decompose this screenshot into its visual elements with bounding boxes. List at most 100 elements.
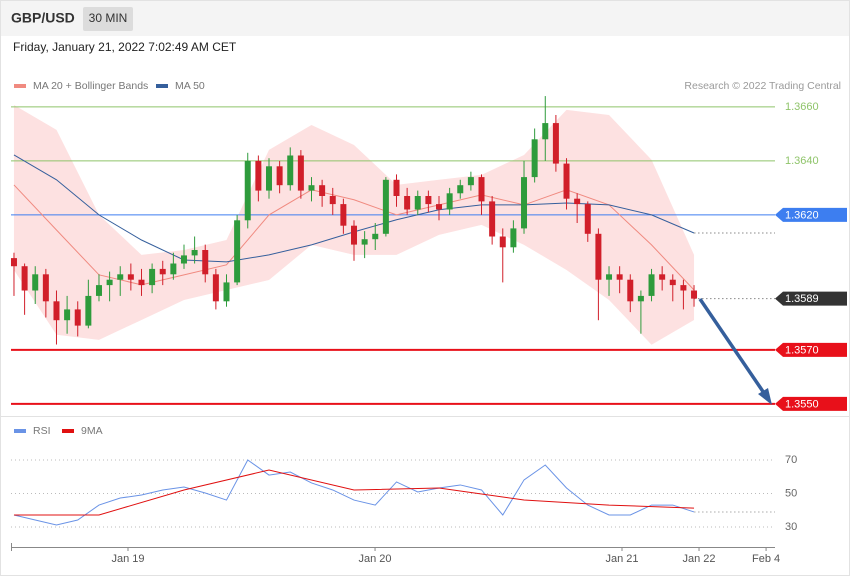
candle-body [361, 239, 368, 245]
candle-body [425, 195, 432, 205]
candle-body [297, 155, 304, 191]
candle-body [212, 274, 219, 302]
candle-body [542, 123, 549, 140]
candle-body [351, 225, 358, 245]
candle-body [42, 274, 49, 302]
candle-body [276, 166, 283, 186]
candle-body [563, 163, 570, 199]
candle-body [531, 139, 538, 178]
candle-body [595, 233, 602, 280]
symbol: GBP/USD [11, 10, 75, 26]
candle-body [499, 236, 506, 248]
level-label: 1.3550 [785, 398, 819, 410]
candle-body [21, 266, 28, 291]
level-label: 1.3660 [785, 101, 819, 113]
candle-body [478, 177, 485, 202]
candle-body [319, 185, 326, 196]
overlay-line [13, 184, 695, 291]
candle-body [510, 228, 517, 248]
candle-body [180, 255, 187, 264]
level-badge [775, 207, 847, 222]
timestamp: Friday, January 21, 2022 7:02:49 AM CET [13, 40, 237, 54]
candle-body [234, 220, 241, 283]
candle-body [329, 195, 336, 205]
candle-body [627, 279, 634, 302]
candle-body [244, 160, 251, 221]
arrow-head [758, 388, 772, 405]
candle-body [170, 263, 177, 275]
level-label: 1.3570 [785, 344, 819, 356]
candle-body [446, 193, 453, 210]
level-badge [775, 342, 847, 357]
candle-body [457, 185, 464, 194]
candle-body [74, 309, 81, 326]
legend-swatch [62, 429, 74, 433]
series-line [13, 459, 695, 526]
candle-body [308, 185, 315, 191]
rsi-panel: RSI 9MA 30 50 70 Jan 19 Jan 20 Jan 21 Jan 22 Feb … [11, 425, 797, 565]
price-panel: MA 20 + Bollinger Bands MA 50 1.3660 1.3640… [10, 80, 847, 411]
timeframe: 30 MIN [89, 11, 128, 25]
candle-body [265, 166, 272, 191]
candle-body [159, 268, 166, 275]
level-badge [775, 396, 847, 411]
y-tick-label: 70 [785, 454, 797, 466]
candle-body [552, 123, 559, 164]
candle-body [255, 160, 262, 191]
candle-body [53, 301, 60, 321]
candle-body [393, 179, 400, 196]
y-tick-label: 30 [785, 521, 797, 533]
candle-body [584, 204, 591, 234]
candle-body [287, 155, 294, 186]
candle-body [606, 274, 613, 280]
candle-body [659, 274, 666, 280]
candle-body [138, 279, 145, 286]
candle-body [521, 177, 528, 229]
legend-label: MA 20 + Bollinger Bands [33, 80, 148, 92]
projection-arrow [698, 298, 772, 405]
candle-body [574, 198, 581, 205]
candle-body [648, 274, 655, 296]
legend-label: MA 50 [175, 80, 205, 92]
copyright: Research © 2022 Trading Central [684, 80, 841, 92]
candle-body [106, 279, 113, 286]
candle-body [32, 274, 39, 291]
candle-body [372, 233, 379, 240]
x-tick-label: Jan 22 [683, 553, 716, 565]
candle-body [691, 290, 698, 299]
candle-body [616, 274, 623, 280]
legend-swatch [156, 84, 168, 88]
legend-swatch [14, 84, 26, 88]
level-badge [775, 291, 847, 306]
x-tick-label: Jan 19 [111, 553, 144, 565]
candle-body [467, 177, 474, 186]
arrow-shaft [698, 298, 766, 394]
level-label: 1.3620 [785, 209, 819, 221]
candle-body [10, 258, 17, 267]
candle-body [95, 285, 102, 296]
candle-body [414, 195, 421, 210]
candle-body [680, 285, 687, 291]
candle-body [340, 204, 347, 226]
candle-body [64, 309, 71, 321]
header-bar [1, 1, 849, 36]
candle-body [436, 204, 443, 210]
candle-body [202, 250, 209, 275]
candle-body [191, 250, 198, 256]
x-tick-label: Jan 21 [605, 553, 638, 565]
candle-body [149, 268, 156, 286]
legend-swatch [14, 429, 26, 433]
candle-body [223, 282, 230, 302]
series-line [13, 469, 695, 516]
y-tick-label: 50 [785, 487, 797, 499]
level-label: 1.3589 [785, 293, 819, 305]
candle-body [489, 201, 496, 237]
x-tick-label: Feb 4 [752, 553, 780, 565]
legend-label: 9MA [81, 425, 103, 437]
level-label: 1.3640 [785, 155, 819, 167]
x-tick-label: Jan 20 [359, 553, 392, 565]
candle-body [669, 279, 676, 286]
candle-body [117, 274, 124, 280]
